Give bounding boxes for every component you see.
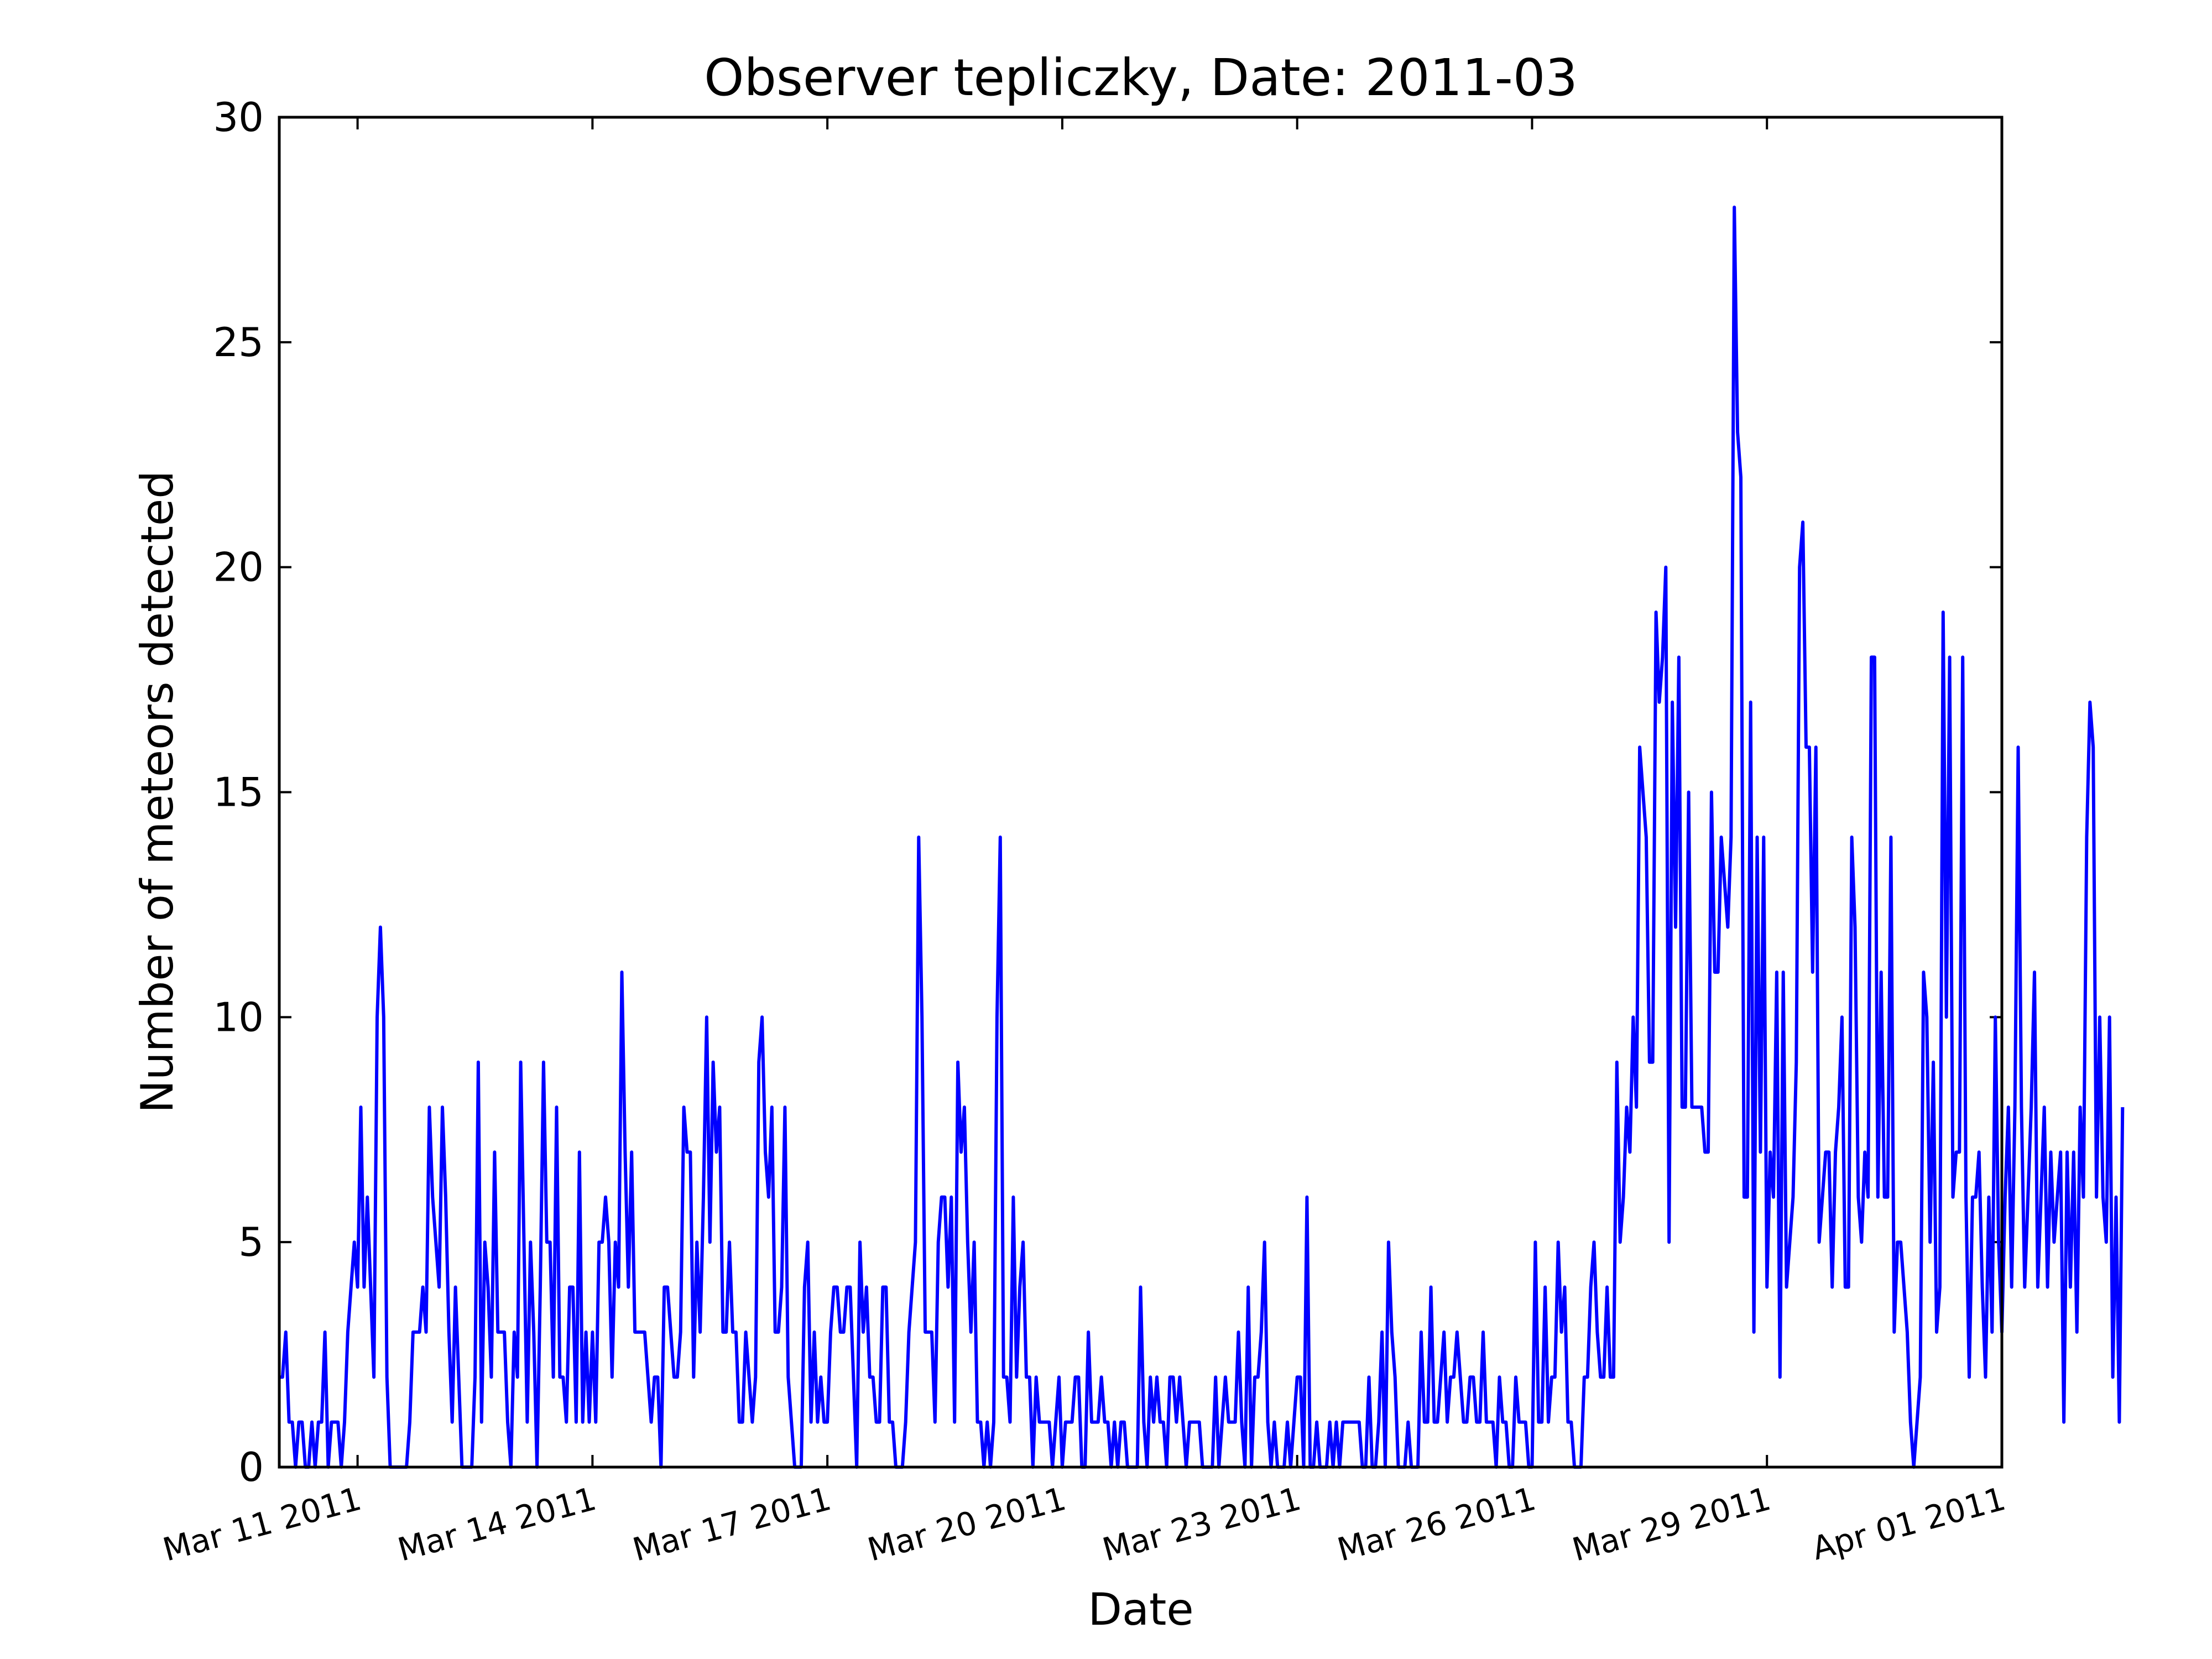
- x-tick-label: Apr 01 2011: [1808, 1480, 2010, 1568]
- y-tick-label: 0: [238, 1444, 264, 1490]
- chart-title: Observer tepliczky, Date: 2011-03: [704, 48, 1578, 107]
- y-tick-label: 20: [213, 544, 264, 591]
- plot-frame: [278, 116, 2004, 1469]
- y-axis-label: Number of meteors detected: [132, 471, 183, 1113]
- y-tick-label: 15: [213, 769, 264, 816]
- y-tick-label: 5: [238, 1219, 264, 1265]
- x-tick-label: Mar 26 2011: [1333, 1480, 1540, 1569]
- x-tick-label: Mar 17 2011: [629, 1480, 835, 1569]
- x-axis-label: Date: [1088, 1584, 1193, 1635]
- x-tick-label: Mar 23 2011: [1099, 1480, 1305, 1569]
- x-tick-label: Mar 11 2011: [159, 1480, 365, 1569]
- y-tick-label: 10: [213, 994, 264, 1040]
- y-axis-ticks: 0 5 10 15 20 25 30: [213, 94, 2002, 1490]
- y-tick-label: 30: [213, 94, 264, 140]
- y-tick-label: 25: [213, 319, 264, 366]
- series-line: [279, 205, 2125, 1469]
- x-tick-label: Mar 14 2011: [394, 1480, 600, 1569]
- x-tick-label: Mar 29 2011: [1568, 1480, 1775, 1569]
- x-tick-label: Mar 20 2011: [864, 1480, 1070, 1569]
